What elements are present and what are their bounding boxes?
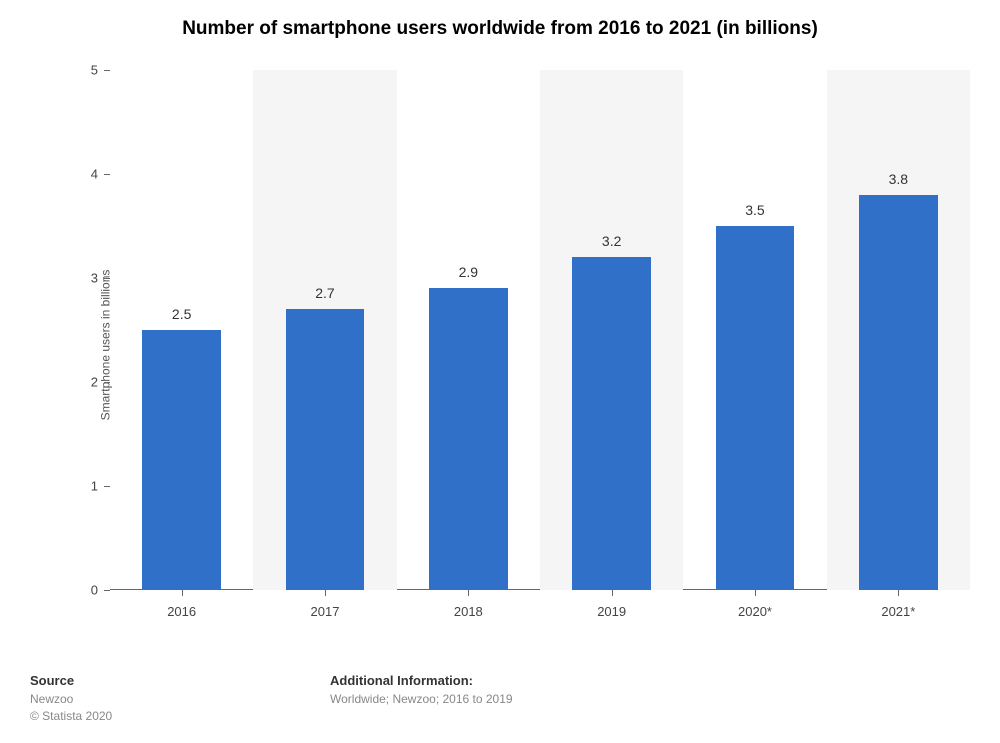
- info-text: Worldwide; Newzoo; 2016 to 2019: [330, 691, 970, 708]
- x-tick-label: 2019: [597, 604, 626, 619]
- bar: 2.7: [286, 309, 365, 590]
- bar: 2.5: [142, 330, 221, 590]
- y-tick-mark: [104, 70, 110, 71]
- bar-value-label: 2.7: [286, 285, 365, 301]
- x-tick-mark: [182, 590, 183, 596]
- source-text: Newzoo: [30, 691, 330, 708]
- y-tick-mark: [104, 174, 110, 175]
- bar-value-label: 2.9: [429, 264, 508, 280]
- x-tick-label: 2021*: [881, 604, 915, 619]
- chart-container: Smartphone users in billions 0123452.520…: [40, 60, 980, 630]
- x-tick-mark: [755, 590, 756, 596]
- y-tick-label: 5: [91, 63, 98, 78]
- bar: 2.9: [429, 288, 508, 590]
- bar-value-label: 3.2: [572, 233, 651, 249]
- bar: 3.5: [716, 226, 795, 590]
- x-tick-label: 2018: [454, 604, 483, 619]
- x-tick-mark: [612, 590, 613, 596]
- y-tick-label: 3: [91, 271, 98, 286]
- y-tick-label: 2: [91, 375, 98, 390]
- bar: 3.8: [859, 195, 938, 590]
- y-tick-mark: [104, 486, 110, 487]
- x-tick-mark: [325, 590, 326, 596]
- copyright-text: © Statista 2020: [30, 708, 330, 725]
- y-tick-mark: [104, 278, 110, 279]
- y-tick-mark: [104, 382, 110, 383]
- chart-footer: Source Newzoo © Statista 2020 Additional…: [30, 673, 970, 725]
- y-tick-label: 0: [91, 583, 98, 598]
- info-heading: Additional Information:: [330, 673, 970, 688]
- bar-value-label: 3.8: [859, 171, 938, 187]
- source-heading: Source: [30, 673, 330, 688]
- bar-value-label: 3.5: [716, 202, 795, 218]
- chart-title: Number of smartphone users worldwide fro…: [0, 0, 1000, 40]
- x-tick-mark: [898, 590, 899, 596]
- bar-value-label: 2.5: [142, 306, 221, 322]
- y-tick-label: 1: [91, 479, 98, 494]
- x-tick-label: 2016: [167, 604, 196, 619]
- x-tick-label: 2017: [311, 604, 340, 619]
- footer-source-col: Source Newzoo © Statista 2020: [30, 673, 330, 725]
- y-tick-label: 4: [91, 167, 98, 182]
- y-tick-mark: [104, 590, 110, 591]
- x-tick-label: 2020*: [738, 604, 772, 619]
- bar: 3.2: [572, 257, 651, 590]
- plot-area: 0123452.520162.720172.920183.220193.5202…: [110, 70, 970, 590]
- x-tick-mark: [468, 590, 469, 596]
- footer-info-col: Additional Information: Worldwide; Newzo…: [330, 673, 970, 725]
